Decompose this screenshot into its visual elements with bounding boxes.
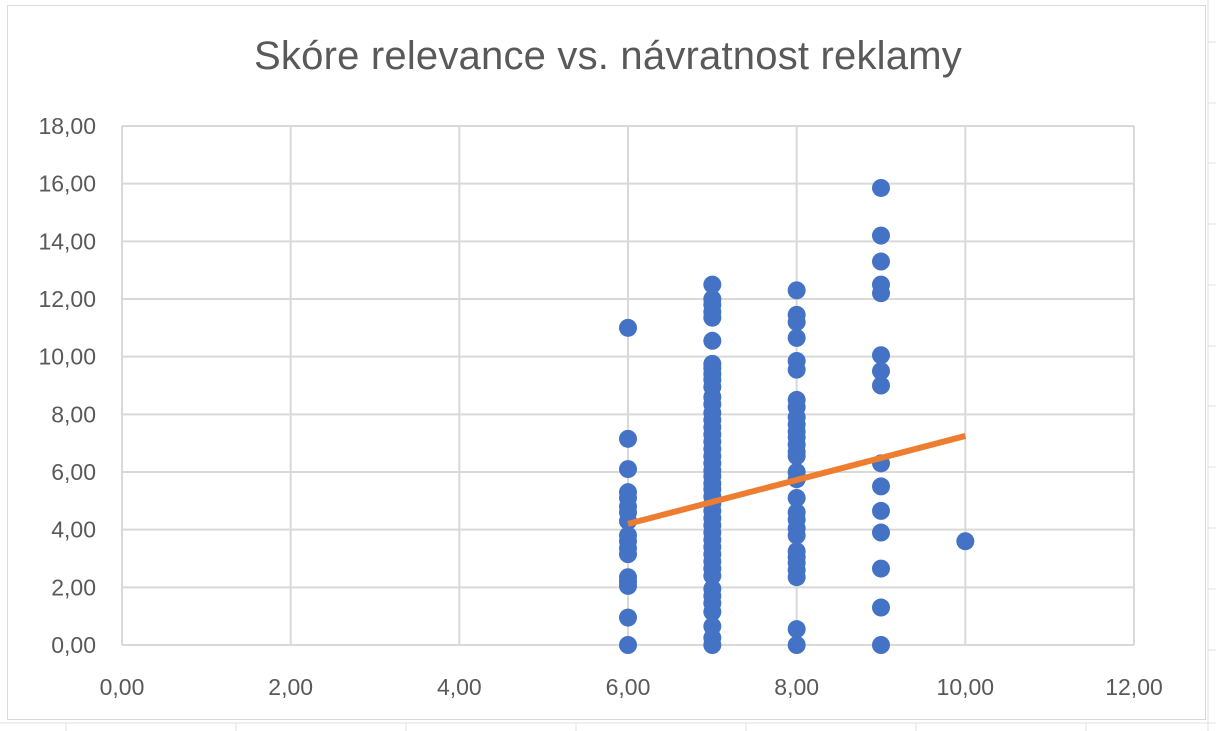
data-point[interactable]	[787, 526, 806, 545]
data-point[interactable]	[619, 608, 637, 627]
data-point[interactable]	[787, 360, 806, 379]
data-point[interactable]	[956, 532, 975, 551]
y-tick-label: 18,00	[38, 113, 96, 139]
data-point[interactable]	[872, 252, 890, 271]
data-point[interactable]	[619, 545, 637, 564]
data-point[interactable]	[703, 602, 722, 621]
data-point[interactable]	[703, 275, 722, 294]
data-point[interactable]	[872, 636, 890, 654]
x-tick-label: 8,00	[774, 674, 819, 700]
x-tick-label: 10,00	[937, 674, 995, 700]
y-tick-label: 10,00	[38, 344, 96, 370]
y-tick-label: 2,00	[51, 574, 96, 600]
data-point[interactable]	[619, 576, 637, 595]
data-point[interactable]	[787, 281, 806, 300]
data-point[interactable]	[787, 447, 806, 466]
y-tick-label: 16,00	[38, 171, 96, 197]
data-point[interactable]	[703, 636, 722, 654]
y-tick-label: 4,00	[51, 517, 96, 543]
y-tick-label: 0,00	[51, 632, 96, 658]
chart-area[interactable]	[7, 5, 1206, 720]
data-point[interactable]	[872, 376, 890, 395]
data-point[interactable]	[872, 501, 890, 520]
data-point[interactable]	[787, 636, 806, 654]
data-point[interactable]	[872, 284, 890, 303]
data-point[interactable]	[872, 523, 890, 542]
data-point[interactable]	[787, 313, 806, 332]
trendline[interactable]	[627, 433, 967, 527]
data-point[interactable]	[619, 460, 637, 479]
data-point[interactable]	[787, 620, 806, 639]
trendline-layer	[627, 433, 967, 527]
data-point[interactable]	[872, 598, 890, 617]
data-point[interactable]	[787, 568, 806, 587]
data-point[interactable]	[872, 477, 890, 496]
data-point[interactable]	[619, 318, 637, 337]
data-points	[619, 178, 975, 654]
x-tick-label: 2,00	[268, 674, 313, 700]
chart-title: Skóre relevance vs. návratnost reklamy	[254, 34, 962, 78]
data-point[interactable]	[619, 429, 637, 448]
y-tick-label: 12,00	[38, 286, 96, 312]
data-point[interactable]	[872, 178, 890, 197]
y-tick-label: 14,00	[38, 228, 96, 254]
data-point[interactable]	[703, 308, 722, 327]
data-point[interactable]	[703, 566, 722, 585]
data-point[interactable]	[872, 559, 890, 578]
plot-gridlines	[121, 125, 1135, 646]
data-point[interactable]	[787, 328, 806, 347]
data-point[interactable]	[703, 331, 722, 350]
y-tick-label: 6,00	[51, 459, 96, 485]
axis-tick-labels: 0,00 2,00 4,00 6,00 8,00 10,00 12,00 0,00 2,00 4,…	[38, 113, 1162, 700]
data-point[interactable]	[872, 346, 890, 365]
x-tick-label: 12,00	[1105, 674, 1163, 700]
y-tick-label: 8,00	[51, 401, 96, 427]
x-tick-label: 4,00	[437, 674, 482, 700]
data-point[interactable]	[872, 226, 890, 245]
x-tick-label: 6,00	[606, 674, 651, 700]
data-point[interactable]	[787, 488, 806, 507]
data-point[interactable]	[619, 636, 637, 654]
x-tick-label: 0,00	[100, 674, 145, 700]
data-point[interactable]	[872, 362, 890, 381]
